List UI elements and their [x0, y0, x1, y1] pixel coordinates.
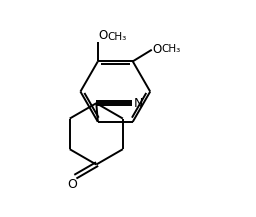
Text: O: O: [99, 29, 108, 42]
Text: O: O: [67, 178, 77, 191]
Text: N: N: [134, 97, 143, 110]
Text: O: O: [153, 43, 162, 56]
Text: CH₃: CH₃: [107, 32, 126, 42]
Text: CH₃: CH₃: [161, 44, 180, 54]
